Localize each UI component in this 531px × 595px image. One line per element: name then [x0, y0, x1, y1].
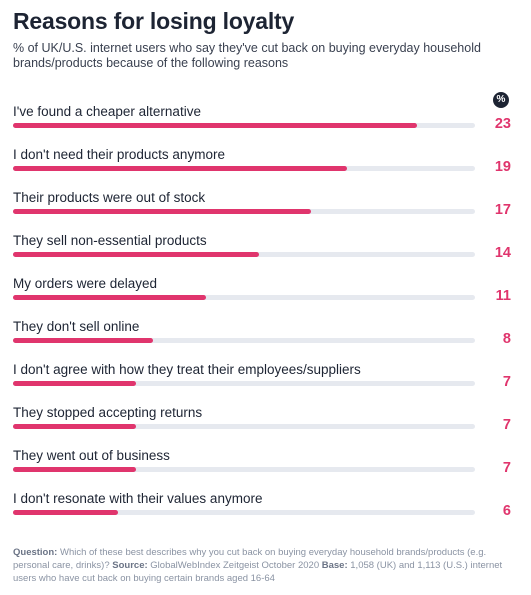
bar: [13, 166, 347, 171]
bar-track: [13, 467, 475, 472]
bar: [13, 381, 136, 386]
chart-title: Reasons for losing loyalty: [13, 8, 295, 34]
percent-unit-badge: %: [493, 92, 509, 108]
value-label: 11: [495, 288, 511, 304]
source-label: Source:: [112, 560, 148, 571]
value-label: 7: [502, 374, 511, 390]
bar: [13, 295, 207, 300]
category-label: They went out of business: [13, 448, 170, 463]
base-label: Base:: [321, 560, 348, 571]
bar: [13, 510, 119, 515]
value-label: 6: [502, 503, 511, 519]
category-label: Their products were out of stock: [13, 190, 206, 205]
bar-track: [13, 510, 475, 515]
category-label: I don't agree with how they treat their …: [13, 362, 361, 377]
category-label: They sell non-essential products: [13, 233, 207, 248]
question-label: Question:: [13, 547, 58, 558]
bar-track: [13, 338, 475, 343]
source-text: GlobalWebIndex Zeitgeist October 2020: [150, 560, 320, 571]
category-label: I don't need their products anymore: [13, 147, 225, 162]
chart-footnote: Question: Which of these best describes …: [13, 546, 518, 585]
bar-track: [13, 424, 475, 429]
category-label: They don't sell online: [13, 319, 140, 334]
category-label: They stopped accepting returns: [13, 405, 203, 420]
bar: [13, 467, 136, 472]
chart-subtitle: % of UK/U.S. internet users who say they…: [13, 41, 481, 70]
value-label: 7: [502, 417, 511, 433]
bar-chart: I've found a cheaper alternative 23 I don'…: [13, 104, 511, 519]
question-text: Which of these best describes why you cu…: [13, 547, 487, 571]
category-label: I don't resonate with their values anymo…: [13, 491, 263, 506]
bar: [13, 424, 136, 429]
bar: [13, 252, 259, 257]
value-label: 19: [494, 159, 511, 175]
value-label: 14: [494, 245, 511, 261]
value-label: 8: [502, 331, 511, 347]
bar-track: [13, 295, 475, 300]
bar: [13, 123, 417, 128]
value-label: 7: [502, 460, 511, 476]
category-label: I've found a cheaper alternative: [13, 104, 201, 119]
bar: [13, 338, 154, 343]
category-label: My orders were delayed: [13, 276, 158, 291]
bar-track: [13, 381, 475, 386]
value-label: 23: [494, 116, 511, 132]
base-text: 1,058 (UK) and 1,113 (U.S.) internet use…: [13, 560, 503, 584]
bar: [13, 209, 312, 214]
value-label: 17: [494, 202, 511, 218]
